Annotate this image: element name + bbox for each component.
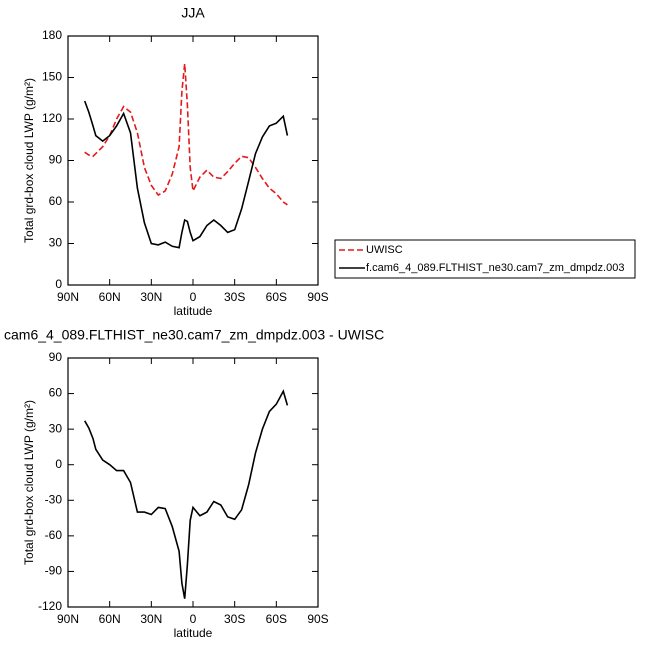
x-axis-label: latitude <box>174 626 213 640</box>
x-tick-label: 60N <box>99 612 121 626</box>
y-tick-label: 0 <box>55 277 62 291</box>
x-tick-label: 30S <box>224 290 245 304</box>
x-tick-label: 90S <box>307 290 328 304</box>
chart-title: JJA <box>181 5 205 21</box>
y-tick-label: 90 <box>49 350 63 364</box>
y-tick-label: 120 <box>42 111 62 125</box>
y-tick-label: -60 <box>45 528 63 542</box>
x-tick-label: 90S <box>307 612 328 626</box>
y-axis-label: Total grd-box cloud LWP (g/m²) <box>22 400 36 565</box>
legend-label: f.cam6_4_089.FLTHIST_ne30.cam7_zm_dmpdz.… <box>366 262 624 274</box>
y-tick-label: 60 <box>49 194 63 208</box>
y-axis-label: Total grd-box cloud LWP (g/m²) <box>22 78 36 243</box>
y-tick-label: 60 <box>49 386 63 400</box>
x-axis-label: latitude <box>174 304 213 318</box>
data-line <box>83 100 289 249</box>
x-tick-label: 90N <box>57 290 79 304</box>
x-tick-label: 30N <box>140 612 162 626</box>
plot-frame <box>67 35 319 286</box>
y-tick-label: -30 <box>45 492 63 506</box>
data-line <box>84 389 289 599</box>
x-tick-label: 30S <box>224 612 245 626</box>
x-tick-label: 30N <box>140 290 162 304</box>
x-tick-label: 60N <box>99 290 121 304</box>
x-tick-label: 60S <box>266 290 287 304</box>
y-tick-label: 180 <box>42 28 62 42</box>
y-tick-label: -120 <box>38 599 62 613</box>
x-tick-label: 0 <box>190 612 197 626</box>
x-tick-label: 90N <box>57 612 79 626</box>
legend-label: UWISC <box>366 244 403 256</box>
legend-box <box>334 239 636 279</box>
chart-title: cam6_4_089.FLTHIST_ne30.cam7_zm_dmpdz.00… <box>4 327 384 343</box>
y-tick-label: 0 <box>55 457 62 471</box>
y-tick-label: -90 <box>45 564 63 578</box>
data-line <box>84 63 288 206</box>
x-tick-label: 0 <box>190 290 197 304</box>
y-tick-label: 150 <box>42 70 62 84</box>
y-tick-label: 30 <box>49 236 63 250</box>
x-tick-label: 60S <box>266 612 287 626</box>
y-tick-label: 30 <box>49 421 63 435</box>
y-tick-label: 90 <box>49 153 63 167</box>
